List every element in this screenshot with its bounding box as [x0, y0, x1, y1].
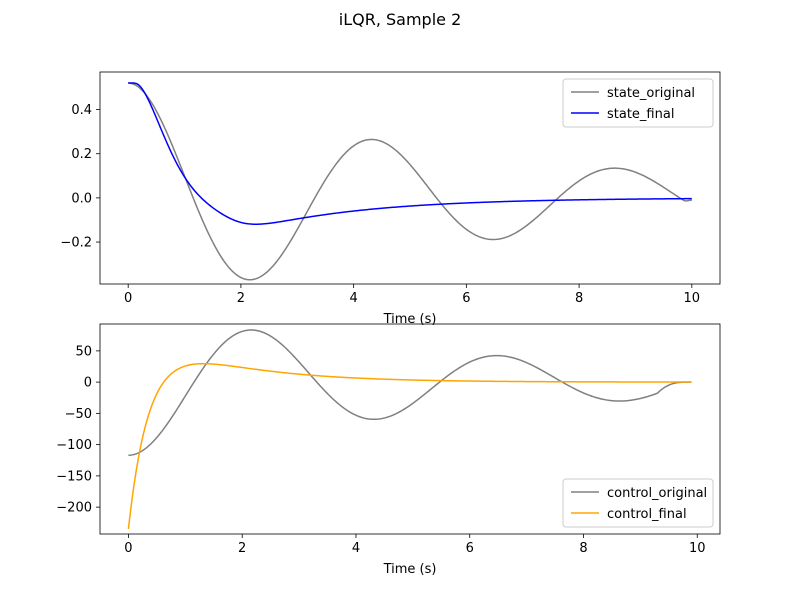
- legend: control_original control_final: [562, 478, 714, 528]
- series-group: [128, 82, 692, 281]
- y-tick-label: 0.4: [71, 103, 92, 118]
- y-tick-label: −50: [65, 407, 92, 422]
- legend-label-control-final: control_final: [607, 507, 687, 522]
- y-tick-label: 50: [75, 344, 92, 359]
- x-tick-label: 2: [237, 291, 245, 306]
- x-tick-label: 6: [462, 291, 470, 306]
- series-line-control-final: [127, 362, 692, 530]
- legend: state_original state_final: [562, 78, 714, 128]
- series-group: [127, 329, 692, 530]
- x-axis-label: Time (s): [383, 312, 437, 327]
- x-axis-label: Time (s): [383, 562, 437, 577]
- x-tick-label: 0: [124, 291, 132, 306]
- y-tick-label: −0.2: [60, 236, 92, 251]
- x-tick-label: 10: [684, 291, 701, 306]
- series-line-state-original: [128, 82, 692, 281]
- legend-label-state-original: state_original: [607, 86, 695, 101]
- legend-label-control-original: control_original: [607, 486, 707, 501]
- y-tick-label: 0.2: [71, 147, 92, 162]
- plot-frame: [99, 71, 721, 285]
- series-line-state-final: [128, 82, 692, 225]
- state-axes: 0 2 4 6 8 10 −0.2 0.0 0.2 0.4 Time (s) state_origin…: [60, 71, 721, 327]
- x-tick-label: 4: [349, 291, 357, 306]
- plot-frame: [99, 323, 721, 535]
- control-axes: 0 2 4 6 8 10 −200 −150 −100 −50 0 50 Time (s) control…: [56, 323, 721, 577]
- x-tick-label: 2: [238, 541, 246, 556]
- x-tick-label: 4: [352, 541, 360, 556]
- x-tick-label: 8: [575, 291, 583, 306]
- y-tick-label: 0.0: [71, 191, 92, 206]
- y-tick-label: −100: [56, 438, 92, 453]
- x-tick-label: 6: [466, 541, 474, 556]
- x-tick-label: 8: [579, 541, 587, 556]
- x-tick-label: 10: [689, 541, 706, 556]
- y-tick-label: 0: [84, 376, 92, 391]
- legend-box: [562, 478, 714, 528]
- y-tick-label: −200: [56, 501, 92, 516]
- figure-title: iLQR, Sample 2: [339, 10, 462, 29]
- y-tick-label: −150: [56, 469, 92, 484]
- legend-box: [562, 78, 714, 128]
- series-line-control-original: [128, 329, 692, 456]
- x-tick-label: 0: [124, 541, 132, 556]
- legend-label-state-final: state_final: [607, 107, 674, 122]
